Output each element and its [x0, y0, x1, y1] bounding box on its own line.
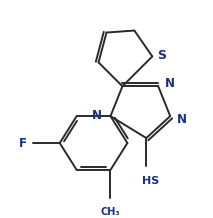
Text: N: N [165, 77, 175, 90]
Text: F: F [19, 136, 27, 150]
Text: N: N [177, 113, 187, 126]
Text: S: S [157, 49, 166, 62]
Text: HS: HS [142, 176, 159, 186]
Text: N: N [92, 109, 102, 122]
Text: CH₃: CH₃ [101, 207, 120, 217]
